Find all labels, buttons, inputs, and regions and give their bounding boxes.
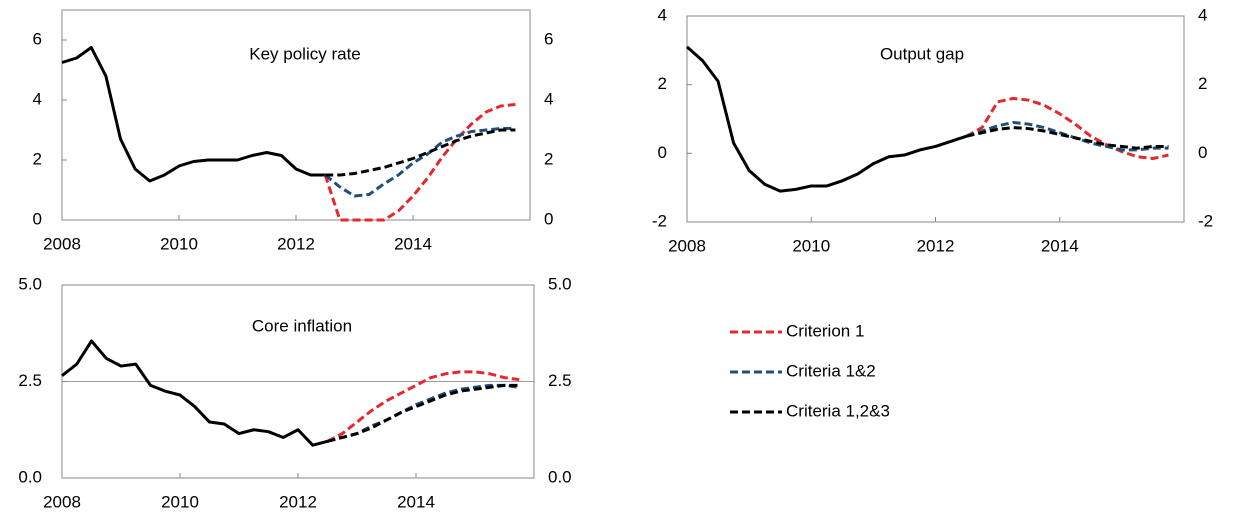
y2-tick-label: 2: [544, 149, 553, 168]
y-tick-label: 4: [33, 89, 42, 108]
x-tick-label: 2008: [668, 236, 706, 255]
x-tick-label: 2012: [277, 234, 315, 253]
legend-label: Criteria 1,2&3: [786, 401, 890, 420]
y2-tick-label: 4: [544, 89, 553, 108]
series-line: [966, 126, 1169, 150]
y2-tick-label: 6: [544, 29, 553, 48]
x-tick-label: 2012: [917, 236, 955, 255]
y-tick-label: 2.5: [18, 371, 42, 390]
x-tick-label: 2014: [397, 492, 435, 511]
x-tick-label: 2010: [161, 492, 199, 511]
y-tick-label: 2: [33, 149, 42, 168]
series-line: [61, 46, 326, 183]
series-line: [326, 370, 520, 443]
y2-tick-label: 0: [1198, 143, 1207, 162]
y2-tick-label: 4: [1198, 5, 1207, 24]
series-line: [966, 120, 1169, 152]
y2-tick-label: 5.0: [548, 274, 572, 293]
series-line: [327, 383, 520, 443]
y-tick-label: 0: [658, 143, 667, 162]
y-tick-label: 0.0: [18, 467, 42, 486]
x-tick-label: 2014: [394, 234, 432, 253]
y-tick-label: 0: [33, 209, 42, 228]
chart-title: Core inflation: [252, 316, 352, 335]
y2-tick-label: 0: [544, 209, 553, 228]
series-line: [324, 127, 516, 198]
y2-tick-label: 2.5: [548, 371, 572, 390]
y-tick-label: 6: [33, 29, 42, 48]
series-line: [686, 45, 968, 193]
legend-label: Criterion 1: [786, 321, 864, 340]
y-tick-label: -2: [652, 211, 667, 230]
chart-title: Output gap: [880, 44, 964, 63]
x-tick-label: 2012: [279, 492, 317, 511]
series-line: [327, 383, 520, 443]
x-tick-label: 2010: [160, 234, 198, 253]
y2-tick-label: 0.0: [548, 467, 572, 486]
series-line: [965, 96, 1169, 160]
x-tick-label: 2014: [1041, 236, 1079, 255]
series-line: [323, 103, 516, 222]
chart-title: Key policy rate: [249, 44, 361, 63]
y-tick-label: 2: [658, 74, 667, 93]
y-tick-label: 4: [658, 5, 667, 24]
plot-frame: [61, 9, 531, 221]
y-tick-label: 5.0: [18, 274, 42, 293]
legend-label: Criteria 1&2: [786, 361, 876, 380]
x-tick-label: 2008: [43, 492, 81, 511]
x-tick-label: 2008: [43, 234, 81, 253]
y2-tick-label: 2: [1198, 74, 1207, 93]
y2-tick-label: -2: [1198, 211, 1213, 230]
series-line: [325, 128, 516, 177]
x-tick-label: 2010: [792, 236, 830, 255]
series-line: [61, 339, 328, 447]
